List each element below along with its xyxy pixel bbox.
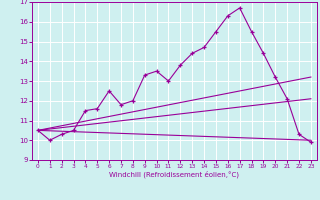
X-axis label: Windchill (Refroidissement éolien,°C): Windchill (Refroidissement éolien,°C) [109, 171, 239, 178]
